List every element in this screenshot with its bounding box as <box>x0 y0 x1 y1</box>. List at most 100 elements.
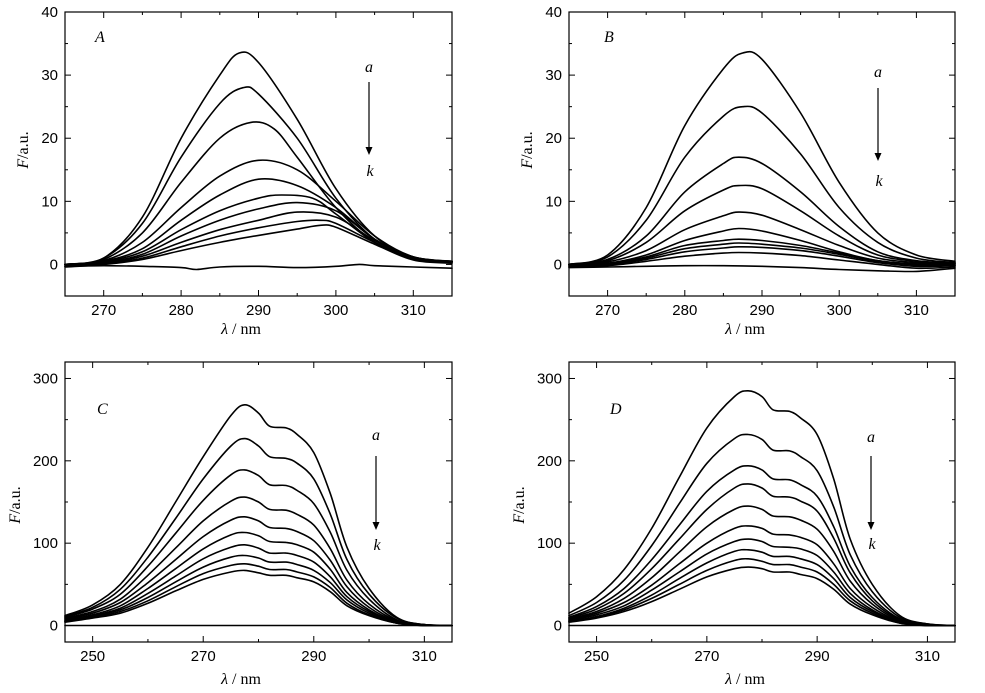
x-axis-title: λ / nm <box>220 321 261 338</box>
x-tick-label: 270 <box>191 648 216 665</box>
arrow-start-label: a <box>365 59 373 76</box>
spectrum-curve-4 <box>568 483 956 627</box>
spectrum-curve-9 <box>64 219 453 268</box>
y-tick-label: 300 <box>537 370 562 387</box>
y-tick-label: 20 <box>41 130 58 147</box>
x-axis-title: λ / nm <box>724 321 765 338</box>
x-tick-label: 290 <box>805 648 830 665</box>
x-tick-label: 250 <box>584 648 609 665</box>
arrow-end-label: k <box>366 163 374 180</box>
panel-label: B <box>604 29 614 46</box>
y-tick-label: 0 <box>554 256 562 273</box>
y-tick-label: 30 <box>545 67 562 84</box>
y-tick-label: 10 <box>545 193 562 210</box>
spectrum-curve-7 <box>64 201 453 266</box>
x-tick-label: 310 <box>915 648 940 665</box>
x-tick-label: 290 <box>301 648 326 665</box>
panel-label: A <box>94 29 105 46</box>
spectrum-curve-9 <box>568 245 956 268</box>
panel-d: 250 270 290 310 0 100 200 300 λ / nm F/a.u. Da k <box>511 361 956 688</box>
spectrum-curve-8 <box>568 242 956 267</box>
y-tick-label: 40 <box>545 4 562 21</box>
spectrum-curve-2 <box>64 437 453 627</box>
spectrum-curve-4 <box>568 184 956 266</box>
spectrum-curve-8 <box>64 554 453 627</box>
y-tick-label: 100 <box>537 535 562 552</box>
spectrum-curve-5 <box>568 211 956 266</box>
x-tick-label: 270 <box>91 302 116 319</box>
y-axis-title: F/a.u. <box>511 486 528 524</box>
spectrum-curve-1 <box>64 404 453 627</box>
spectrum-curve-6 <box>64 531 453 627</box>
spectrum-curve-2 <box>568 433 956 627</box>
panel-b: 270 280 290 300 310 0 10 20 30 40 λ / nm F/a.u. Ba k <box>519 4 956 338</box>
x-tick-label: 290 <box>749 302 774 319</box>
y-tick-label: 30 <box>41 67 58 84</box>
y-tick-label: 200 <box>33 453 58 470</box>
spectrum-curve-10 <box>64 224 453 268</box>
spectrum-curve-7 <box>568 538 956 627</box>
trend-arrow-head <box>874 153 882 161</box>
x-tick-label: 270 <box>595 302 620 319</box>
trend-arrow-head <box>365 147 373 155</box>
x-tick-label: 310 <box>401 302 426 319</box>
y-tick-label: 20 <box>545 130 562 147</box>
y-tick-label: 0 <box>50 256 58 273</box>
y-axis-title: F/a.u. <box>519 131 536 169</box>
x-tick-label: 310 <box>412 648 437 665</box>
spectrum-curve-2 <box>64 86 453 266</box>
arrow-start-label: a <box>867 429 875 446</box>
y-tick-label: 40 <box>41 4 58 21</box>
arrow-start-label: a <box>874 64 882 81</box>
spectrum-curve-3 <box>568 156 956 266</box>
arrow-start-label: a <box>372 427 380 444</box>
spectrum-curve-10 <box>568 251 956 270</box>
arrow-end-label: k <box>373 537 381 554</box>
x-axis-title: λ / nm <box>220 671 261 688</box>
spectrum-curve-1 <box>568 389 956 627</box>
arrow-end-label: k <box>875 173 883 190</box>
y-tick-label: 300 <box>33 370 58 387</box>
x-tick-label: 290 <box>246 302 271 319</box>
plot-frame <box>568 361 956 643</box>
y-tick-label: 10 <box>41 193 58 210</box>
spectrum-curve-11 <box>568 264 956 273</box>
y-tick-label: 200 <box>537 453 562 470</box>
spectrum-curve-4 <box>64 159 453 266</box>
panel-a: 270 280 290 300 310 0 10 20 30 40 λ / nm F/a.u. Aa k <box>15 4 453 338</box>
y-tick-label: 0 <box>554 618 562 635</box>
spectrum-curve-1 <box>568 50 956 266</box>
spectrum-curve-10 <box>64 569 453 627</box>
spectrum-curve-11 <box>64 263 453 271</box>
x-tick-label: 280 <box>672 302 697 319</box>
spectrum-curve-5 <box>64 515 453 627</box>
spectrum-curve-6 <box>568 525 956 627</box>
x-tick-label: 250 <box>80 648 105 665</box>
spectrum-curve-9 <box>568 557 956 627</box>
panel-label: C <box>97 401 108 418</box>
x-tick-label: 270 <box>694 648 719 665</box>
trend-arrow-head <box>867 522 875 530</box>
x-axis-title: λ / nm <box>724 671 765 688</box>
x-tick-label: 310 <box>904 302 929 319</box>
arrow-end-label: k <box>868 536 876 553</box>
spectrum-curve-8 <box>64 211 453 267</box>
y-axis-title: F/a.u. <box>15 131 32 169</box>
spectrum-curve-3 <box>568 464 956 627</box>
x-tick-label: 280 <box>169 302 194 319</box>
spectrum-curve-3 <box>64 469 453 627</box>
spectrum-curve-8 <box>568 548 956 627</box>
y-tick-label: 100 <box>33 535 58 552</box>
spectrum-curve-4 <box>64 496 453 627</box>
x-tick-label: 300 <box>323 302 348 319</box>
x-tick-label: 300 <box>827 302 852 319</box>
trend-arrow-head <box>372 522 380 530</box>
spectrum-curve-2 <box>568 105 956 266</box>
spectrum-curve-1 <box>64 51 453 266</box>
panel-c: 250 270 290 310 0 100 200 300 λ / nm F/a.u. Ca k <box>7 361 453 688</box>
spectrum-curve-10 <box>568 566 956 627</box>
spectrum-curve-5 <box>568 505 956 627</box>
spectrum-curve-7 <box>64 543 453 627</box>
y-axis-title: F/a.u. <box>7 486 24 524</box>
